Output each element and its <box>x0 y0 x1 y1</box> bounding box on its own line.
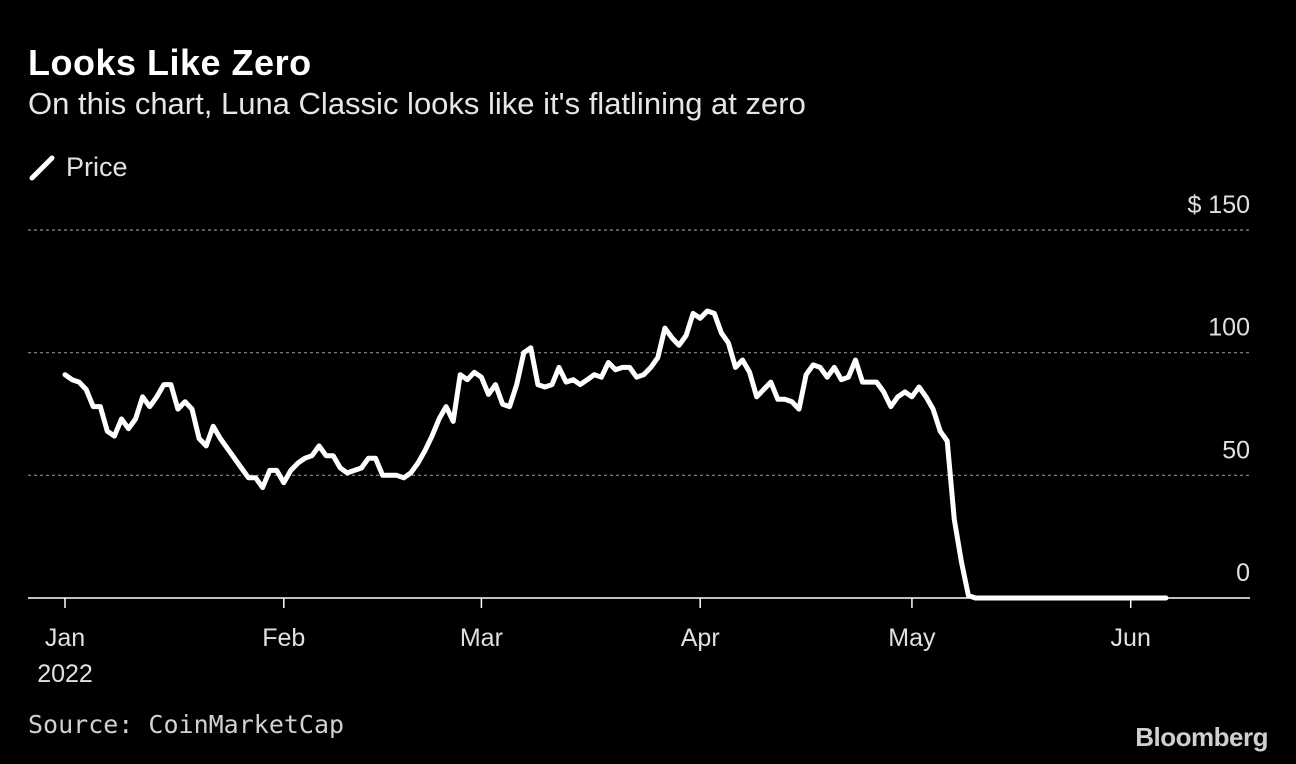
y-tick-label: 50 <box>1222 436 1250 464</box>
legend-label: Price <box>66 152 128 182</box>
x-tick-sublabel: 2022 <box>37 660 93 688</box>
grid-layer <box>28 229 1250 599</box>
x-tick-label: May <box>888 624 936 652</box>
y-tick-label: 0 <box>1236 559 1250 587</box>
tick-layer: $ 150 100 50 0 Jan 2022 Feb Mar Apr May Jun <box>37 191 1250 688</box>
x-tick-label: Apr <box>681 624 720 652</box>
series-layer <box>62 308 1169 601</box>
x-tick-label: Mar <box>460 624 503 652</box>
legend: Price <box>28 152 128 183</box>
y-tick-label: 100 <box>1208 314 1250 342</box>
x-tick-label: Jan <box>45 624 85 652</box>
chart-subtitle: On this chart, Luna Classic looks like i… <box>28 86 806 121</box>
x-tick-label: Feb <box>262 624 305 652</box>
source-note: Source: CoinMarketCap <box>28 710 345 739</box>
y-tick-label: $ 150 <box>1187 191 1250 219</box>
chart-title: Looks Like Zero <box>28 42 312 83</box>
x-tick-label: Jun <box>1111 624 1151 652</box>
price-series-line <box>62 308 1169 601</box>
bloomberg-logo: Bloomberg <box>1135 722 1268 752</box>
legend-line-swatch-icon <box>29 155 55 180</box>
